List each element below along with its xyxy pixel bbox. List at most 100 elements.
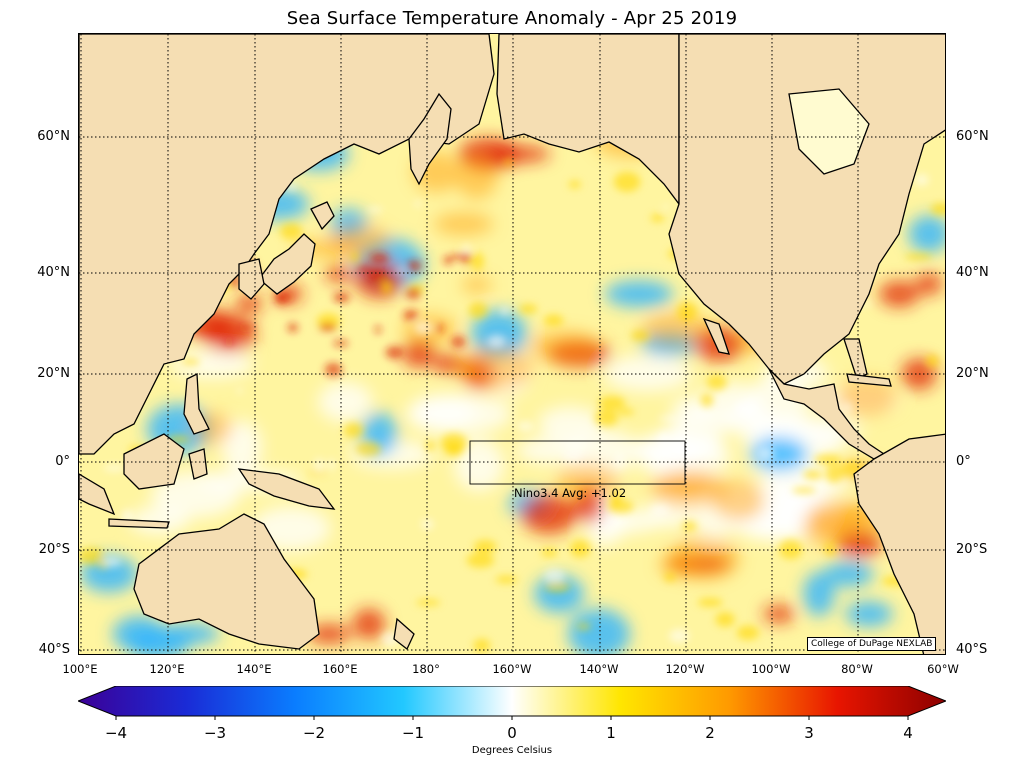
anomaly-blob: [237, 324, 256, 330]
anomaly-blob: [676, 432, 683, 441]
anomaly-blob: [406, 259, 422, 272]
anomaly-blob: [410, 394, 476, 430]
anomaly-blob: [669, 629, 690, 643]
anomaly-blob: [544, 568, 565, 584]
anomaly-blob: [657, 431, 671, 446]
anomaly-blob: [393, 268, 406, 273]
anomaly-blob: [454, 438, 504, 492]
anomaly-blob: [814, 454, 842, 465]
anomaly-blob: [101, 557, 122, 567]
anomaly-blob: [158, 623, 220, 645]
anomaly-blob: [650, 214, 665, 223]
lat-label-20s-left: 20°S: [38, 542, 70, 557]
land-australia: [133, 513, 320, 650]
anomaly-blob: [414, 320, 434, 335]
anomaly-blob: [236, 388, 244, 393]
colorbar-tick-label: 0: [507, 724, 517, 742]
colorbar-tick-label: 2: [705, 724, 715, 742]
anomaly-blob: [367, 269, 386, 281]
anomaly-blob: [843, 402, 853, 412]
lon-label-160e: 160°E: [322, 662, 358, 676]
colorbar-tick-label: −1: [401, 724, 425, 742]
lon-label-100w: 100°W: [751, 662, 791, 676]
lat-label-40s-right: 40°S: [956, 642, 988, 657]
anomaly-blob: [462, 252, 471, 265]
hudson-bay: [788, 88, 870, 175]
anomaly-blob: [370, 252, 389, 264]
lat-label-40s-left: 40°S: [38, 642, 70, 657]
map-canvas: [79, 34, 945, 654]
lat-label-eq-right: 0°: [956, 454, 971, 469]
anomaly-blob: [355, 441, 382, 457]
lat-label-20n-right: 20°N: [956, 366, 989, 381]
land-south-america: [853, 433, 945, 654]
anomaly-blob: [329, 224, 391, 258]
anomaly-blob: [280, 223, 303, 240]
anomaly-blob: [327, 459, 336, 470]
anomaly-blob: [555, 463, 620, 498]
anomaly-blob: [202, 315, 256, 353]
anomaly-blob: [540, 548, 558, 558]
anomaly-blob: [845, 601, 893, 627]
anomaly-blob: [443, 255, 454, 265]
lat-label-60n-left: 60°N: [37, 129, 70, 144]
anomaly-blob: [500, 305, 509, 316]
anomaly-blob: [654, 476, 715, 496]
anomaly-blob: [543, 314, 564, 327]
anomaly-blob: [706, 374, 727, 391]
anomaly-blob: [333, 292, 350, 303]
land-japan: [258, 233, 316, 295]
colorbar-tick-label: −4: [104, 724, 128, 742]
lon-label-80w: 80°W: [841, 662, 873, 676]
lon-label-160w: 160°W: [492, 662, 532, 676]
anomaly-blob: [405, 287, 422, 300]
anomaly-blob: [435, 323, 444, 333]
anomaly-blob: [915, 273, 943, 295]
anomaly-blob: [79, 547, 105, 565]
sst-anomaly-map[interactable]: [78, 33, 946, 655]
anomaly-blob: [750, 437, 808, 471]
land-north-america: [668, 34, 945, 385]
lat-label-60n-right: 60°N: [956, 129, 989, 144]
lon-label-140e: 140°E: [236, 662, 272, 676]
colorbar-fill: [78, 686, 946, 717]
anomaly-blob: [473, 638, 491, 653]
anomaly-blob: [802, 511, 850, 547]
land-new-guinea: [237, 468, 336, 510]
land-borneo: [123, 433, 185, 490]
lon-label-140w: 140°W: [579, 662, 619, 676]
anomaly-blob: [576, 623, 591, 630]
nino34-average-label: Nino3.4 Avg: +1.02: [514, 486, 627, 500]
land-new-zealand: [393, 617, 415, 651]
anomaly-blob: [697, 598, 723, 607]
anomaly-blob: [325, 265, 353, 283]
anomaly-blob: [433, 212, 494, 236]
anomaly-blob: [914, 174, 929, 186]
land-baja: [702, 317, 730, 355]
anomaly-blob: [664, 572, 676, 583]
anomaly-blob: [455, 156, 498, 199]
anomaly-blob: [374, 325, 382, 334]
anomaly-blob: [613, 171, 641, 192]
anomaly-blob: [824, 542, 837, 557]
anomaly-blob: [455, 346, 534, 390]
anomaly-blob: [825, 464, 844, 483]
colorbar-tick-label: 3: [804, 724, 814, 742]
anomaly-blob: [925, 354, 940, 368]
anomaly-blob: [879, 281, 919, 307]
anomaly-blob: [425, 440, 435, 451]
lon-label-120e: 120°E: [149, 662, 185, 676]
land-korea: [238, 258, 265, 300]
anomaly-blob: [528, 330, 602, 363]
lat-lon-grid: [79, 34, 945, 654]
anomaly-blob: [380, 279, 393, 295]
anomaly-blob: [604, 280, 674, 308]
land-cuba: [846, 373, 892, 387]
anomaly-blob: [598, 395, 626, 410]
anomaly-blob: [450, 335, 466, 349]
credit-label: College of DuPage NEXLAB: [807, 637, 937, 651]
lat-label-20n-left: 20°N: [37, 366, 70, 381]
anomaly-blob: [181, 358, 200, 366]
anomaly-blob: [221, 420, 262, 474]
lat-label-20s-right: 20°S: [956, 542, 988, 557]
